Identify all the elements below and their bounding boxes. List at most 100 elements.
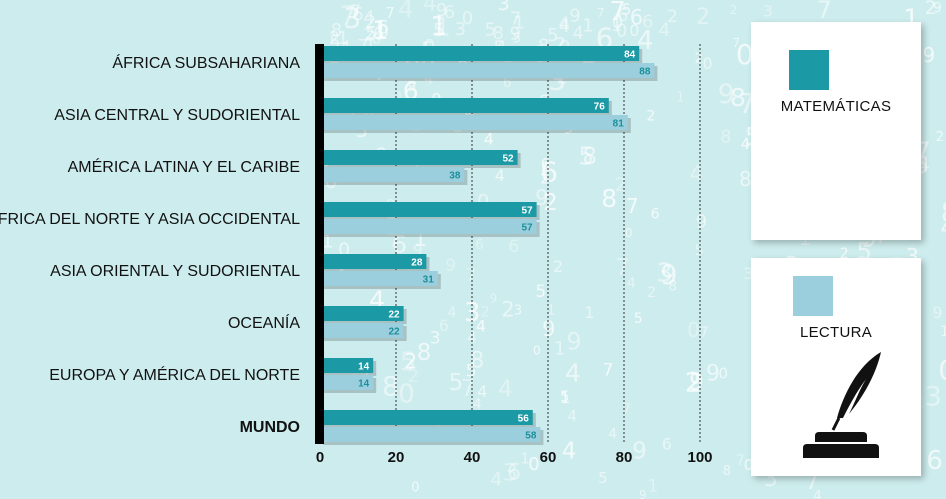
data-label: 57: [521, 223, 533, 234]
svg-text:1: 1: [940, 324, 946, 340]
svg-text:7: 7: [510, 8, 521, 29]
svg-text:6: 6: [926, 446, 943, 476]
svg-text:6: 6: [439, 316, 449, 335]
svg-text:1: 1: [513, 13, 524, 34]
bar-reading: [320, 167, 465, 182]
svg-text:0: 0: [411, 480, 419, 495]
svg-text:8: 8: [538, 35, 549, 56]
svg-text:8: 8: [493, 23, 504, 44]
category-label: ASIA ORIENTAL Y SUDORIENTAL: [50, 263, 300, 280]
svg-text:9: 9: [718, 79, 735, 110]
quill-inkwell-icon: [803, 352, 881, 458]
bar-math: [320, 254, 427, 269]
svg-text:4: 4: [477, 382, 487, 401]
svg-text:0: 0: [372, 30, 382, 48]
svg-text:7: 7: [817, 0, 832, 24]
legend-card-reading: LECTURA: [751, 258, 921, 476]
data-label: 57: [521, 206, 533, 217]
svg-text:9: 9: [542, 317, 555, 341]
legend-label-reading: LECTURA: [799, 324, 873, 341]
svg-text:0: 0: [378, 21, 389, 42]
svg-text:7: 7: [736, 453, 745, 469]
bar-reading: [320, 375, 374, 390]
svg-text:9: 9: [632, 439, 647, 465]
svg-text:9: 9: [510, 23, 521, 44]
svg-text:8: 8: [382, 372, 399, 403]
bar-math: [320, 98, 609, 113]
svg-text:3: 3: [344, 2, 362, 35]
svg-text:4: 4: [627, 276, 636, 292]
x-tick-label: 80: [616, 449, 633, 466]
svg-text:5: 5: [329, 31, 340, 52]
svg-text:4: 4: [658, 19, 670, 41]
svg-text:2: 2: [543, 190, 558, 216]
svg-text:6: 6: [392, 232, 407, 258]
svg-text:5: 5: [547, 25, 558, 46]
svg-text:9: 9: [696, 212, 707, 233]
svg-text:4: 4: [398, 0, 414, 24]
svg-text:4: 4: [498, 377, 513, 403]
svg-text:4: 4: [495, 166, 505, 185]
svg-text:4: 4: [423, 0, 437, 16]
bar-math: [320, 46, 640, 61]
svg-text:8: 8: [582, 144, 597, 170]
svg-text:9: 9: [445, 256, 456, 276]
svg-text:3: 3: [514, 304, 522, 319]
svg-text:7: 7: [603, 361, 614, 381]
svg-text:6: 6: [541, 155, 551, 173]
svg-text:2: 2: [646, 109, 655, 125]
svg-text:0: 0: [533, 344, 541, 358]
svg-text:4: 4: [559, 14, 570, 35]
data-label: 56: [518, 414, 530, 425]
svg-text:6: 6: [475, 238, 483, 253]
svg-text:4: 4: [562, 439, 577, 465]
svg-text:3: 3: [656, 259, 673, 289]
svg-text:2: 2: [730, 3, 738, 17]
svg-text:3: 3: [743, 264, 753, 283]
svg-text:6: 6: [642, 11, 653, 32]
bar-reading: [320, 219, 537, 234]
svg-text:6: 6: [651, 207, 660, 223]
svg-text:5: 5: [598, 469, 608, 487]
svg-text:1: 1: [322, 231, 333, 252]
x-tick-label: 40: [464, 449, 481, 466]
svg-text:0: 0: [687, 318, 700, 342]
svg-text:9: 9: [639, 488, 647, 499]
x-tick-label: 20: [388, 449, 405, 466]
svg-text:8: 8: [331, 20, 342, 41]
bar-reading: [320, 115, 628, 130]
svg-text:0: 0: [703, 54, 713, 73]
data-label: 28: [411, 258, 423, 269]
svg-text:9: 9: [706, 361, 720, 386]
svg-text:2: 2: [840, 246, 849, 262]
svg-text:8: 8: [941, 197, 946, 228]
bar-reading: [320, 271, 438, 286]
bar-math: [320, 358, 374, 373]
svg-text:7: 7: [388, 230, 400, 252]
svg-text:7: 7: [732, 36, 740, 50]
svg-text:2: 2: [557, 68, 568, 89]
svg-text:2: 2: [540, 172, 548, 187]
svg-text:7: 7: [340, 1, 357, 32]
svg-text:2: 2: [695, 51, 703, 66]
svg-text:5: 5: [400, 348, 417, 378]
svg-text:2: 2: [936, 130, 944, 145]
svg-text:1: 1: [611, 15, 622, 36]
svg-text:0: 0: [744, 456, 754, 474]
svg-text:2: 2: [365, 12, 376, 33]
svg-text:8: 8: [723, 464, 731, 479]
svg-text:9: 9: [407, 79, 416, 95]
data-label: 14: [358, 379, 370, 390]
svg-text:8: 8: [601, 184, 617, 213]
svg-text:5: 5: [622, 1, 632, 19]
data-label: 88: [639, 67, 651, 78]
legend-card-math: MATEMÁTICAS: [751, 22, 921, 240]
svg-text:7: 7: [461, 376, 476, 402]
y-axis-line: [315, 44, 324, 444]
svg-text:4: 4: [573, 23, 584, 44]
svg-text:3: 3: [763, 2, 773, 21]
svg-text:6: 6: [662, 434, 672, 453]
svg-text:7: 7: [597, 6, 605, 20]
svg-text:6: 6: [630, 6, 643, 30]
